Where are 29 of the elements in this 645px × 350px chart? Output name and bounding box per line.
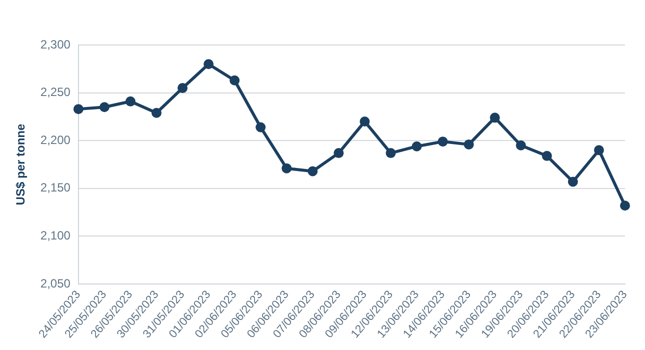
point — [438, 136, 448, 147]
point — [386, 148, 396, 158]
point — [490, 112, 500, 123]
point — [412, 141, 422, 152]
point — [282, 163, 292, 174]
point — [256, 122, 266, 132]
y-tick-label: 2,300 — [40, 37, 71, 52]
point — [125, 96, 136, 106]
point — [542, 150, 552, 161]
y-tick-label: 2,250 — [40, 85, 71, 100]
point — [620, 200, 630, 211]
point — [152, 108, 162, 118]
point — [73, 104, 84, 114]
point — [204, 59, 214, 70]
point — [308, 166, 318, 176]
point — [516, 140, 526, 150]
point — [334, 148, 344, 158]
y-tick-label: 2,150 — [40, 180, 71, 195]
point — [360, 116, 370, 126]
point — [99, 102, 110, 112]
y-tick-label: 2,050 — [40, 276, 71, 290]
point — [178, 83, 188, 94]
point — [568, 176, 578, 187]
point — [230, 75, 240, 86]
y-axis-title: US$ per tonne — [14, 124, 28, 206]
point — [464, 139, 474, 150]
point — [594, 145, 604, 156]
y-tick-label: 2,200 — [40, 132, 71, 147]
y-tick-label: 2,100 — [40, 228, 71, 243]
